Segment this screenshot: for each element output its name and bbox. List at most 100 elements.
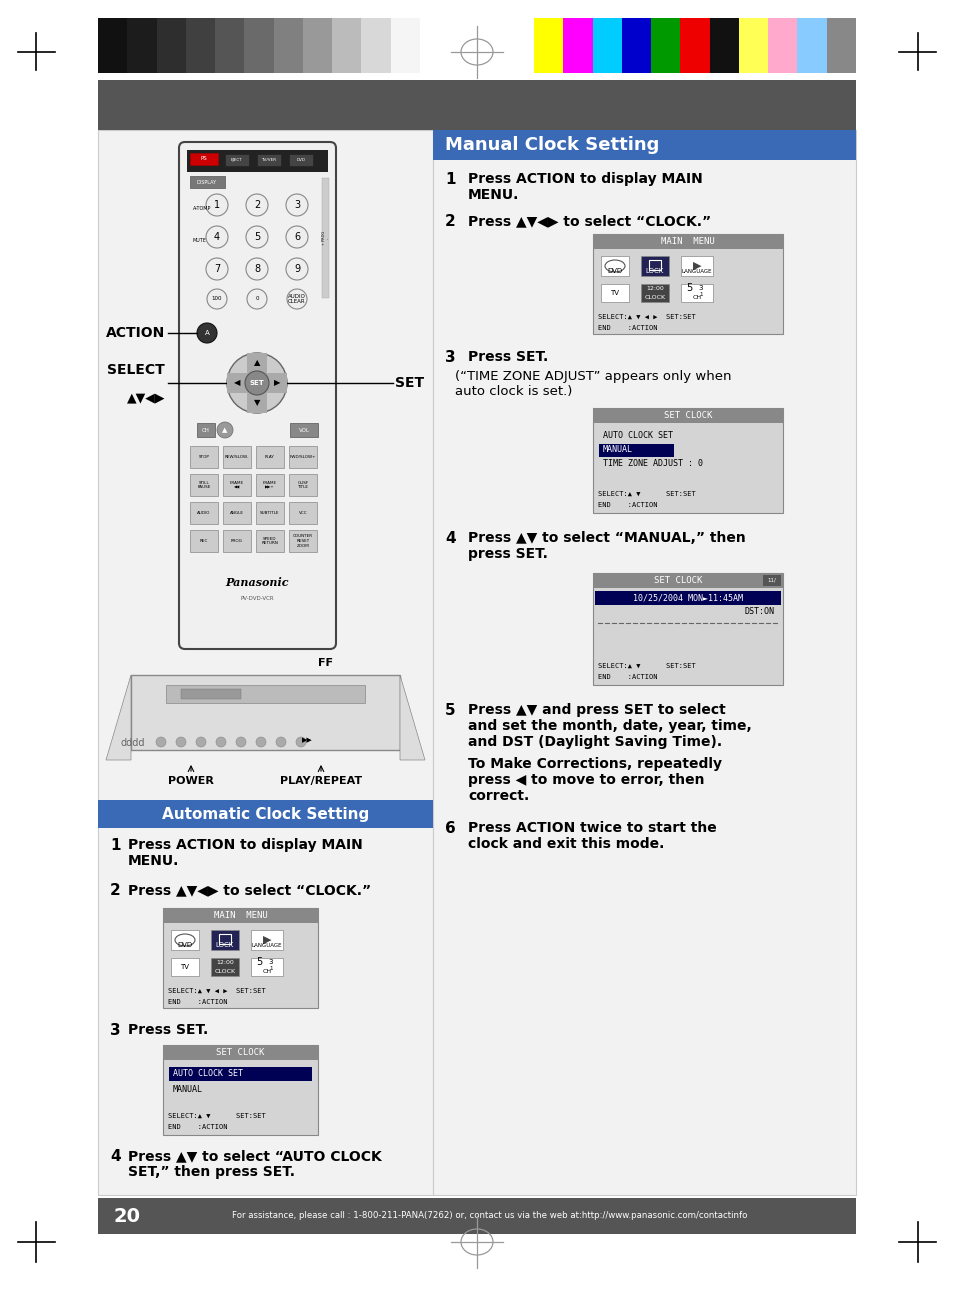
Bar	[593, 408, 782, 512]
Text: Press ▲▼◀▶ to select “CLOCK.”: Press ▲▼◀▶ to select “CLOCK.”	[468, 214, 710, 228]
Bar	[767, 18, 797, 72]
Text: END    :ACTION: END :ACTION	[598, 325, 657, 331]
Text: STOP: STOP	[198, 455, 210, 459]
Text: 7: 7	[213, 264, 220, 274]
Circle shape	[286, 258, 308, 280]
Text: TIME ZONE ADJUST : 0: TIME ZONE ADJUST : 0	[602, 459, 702, 468]
Text: ▶: ▶	[692, 261, 700, 270]
Text: auto clock is set.): auto clock is set.)	[455, 386, 572, 399]
Text: 5: 5	[255, 958, 262, 967]
Text: 3: 3	[444, 349, 456, 365]
Bar	[648, 260, 660, 270]
Bar	[640, 283, 668, 302]
Text: Manual Clock Setting: Manual Clock Setting	[444, 136, 659, 154]
Circle shape	[246, 194, 268, 216]
Text: REW/SLOW-: REW/SLOW-	[225, 455, 249, 459]
Text: and set the month, date, year, time,: and set the month, date, year, time,	[468, 719, 751, 732]
Text: and DST (Daylight Saving Time).: and DST (Daylight Saving Time).	[468, 735, 721, 749]
Circle shape	[255, 738, 266, 747]
Text: TV: TV	[180, 964, 190, 970]
Bar	[98, 800, 433, 828]
Text: 100: 100	[212, 296, 222, 302]
Text: SET,” then press SET.: SET,” then press SET.	[128, 1165, 294, 1179]
Bar	[289, 446, 316, 468]
Text: 1: 1	[699, 291, 702, 296]
Text: 1: 1	[444, 172, 455, 188]
Text: 5: 5	[444, 703, 456, 718]
Text: 12:00: 12:00	[645, 286, 663, 291]
Text: ▶: ▶	[274, 379, 280, 387]
Text: MUTE: MUTE	[193, 238, 207, 243]
Bar	[163, 1046, 317, 1060]
Bar	[171, 958, 199, 976]
Bar	[190, 176, 225, 188]
Text: 6: 6	[294, 232, 300, 242]
Text: PS: PS	[200, 157, 207, 162]
Text: EJECT: EJECT	[231, 158, 243, 162]
Text: SELECT:▲ ▼      SET:SET: SELECT:▲ ▼ SET:SET	[598, 490, 695, 497]
Text: SELECT:▲ ▼ ◀ ▶  SET:SET: SELECT:▲ ▼ ◀ ▶ SET:SET	[598, 314, 695, 320]
Text: FF: FF	[318, 659, 334, 668]
Text: LOCK: LOCK	[215, 942, 233, 949]
Text: Automatic Clock Setting: Automatic Clock Setting	[162, 806, 369, 822]
Circle shape	[215, 738, 226, 747]
Bar	[826, 18, 855, 72]
Text: Press ACTION twice to start the: Press ACTION twice to start the	[468, 820, 716, 835]
Bar	[562, 18, 592, 72]
Circle shape	[246, 258, 268, 280]
Bar	[391, 18, 419, 72]
Bar	[223, 502, 251, 524]
Bar	[593, 234, 782, 334]
Text: POWER: POWER	[168, 776, 213, 785]
Text: DVD: DVD	[607, 268, 622, 274]
Text: 4: 4	[213, 232, 220, 242]
Text: SELECT:▲ ▼      SET:SET: SELECT:▲ ▼ SET:SET	[598, 663, 695, 669]
Text: Panasonic: Panasonic	[226, 577, 289, 589]
Circle shape	[245, 371, 269, 395]
Bar	[289, 474, 316, 496]
Bar	[621, 18, 650, 72]
Bar	[190, 502, 218, 524]
Bar	[680, 256, 712, 276]
Bar	[219, 934, 231, 945]
Text: REC: REC	[199, 540, 208, 543]
Text: END    :ACTION: END :ACTION	[168, 1124, 227, 1130]
Text: DISPLAY: DISPLAY	[196, 180, 217, 185]
Text: Press ▲▼ and press SET to select: Press ▲▼ and press SET to select	[468, 703, 725, 717]
Text: Press ACTION to display MAIN: Press ACTION to display MAIN	[468, 172, 702, 186]
Text: 3: 3	[110, 1024, 120, 1038]
Text: 6: 6	[444, 820, 456, 836]
Text: MAIN  MENU: MAIN MENU	[660, 237, 714, 246]
Bar	[131, 675, 399, 751]
Text: SET CLOCK: SET CLOCK	[653, 576, 701, 585]
Circle shape	[206, 258, 228, 280]
Text: 9: 9	[294, 264, 300, 274]
Bar	[214, 18, 244, 72]
Text: CLOCK: CLOCK	[644, 295, 665, 300]
Text: A: A	[204, 330, 209, 336]
Text: ▼: ▼	[253, 399, 260, 408]
Bar	[169, 1068, 312, 1080]
Text: ▲: ▲	[253, 358, 260, 367]
Text: (“TIME ZONE ADJUST” appears only when: (“TIME ZONE ADJUST” appears only when	[455, 370, 731, 383]
Circle shape	[207, 289, 227, 309]
Text: Press SET.: Press SET.	[468, 349, 548, 364]
Text: Press ACTION to display MAIN: Press ACTION to display MAIN	[128, 839, 362, 851]
Text: Press ▲▼ to select “AUTO CLOCK: Press ▲▼ to select “AUTO CLOCK	[128, 1149, 381, 1163]
Text: SUBTITLE: SUBTITLE	[260, 511, 279, 515]
Circle shape	[246, 226, 268, 248]
Text: 1: 1	[269, 965, 273, 970]
Bar	[433, 129, 855, 160]
Bar	[595, 591, 781, 606]
Text: Press ▲▼ to select “MANUAL,” then: Press ▲▼ to select “MANUAL,” then	[468, 531, 745, 545]
Bar	[156, 18, 186, 72]
Bar	[196, 423, 214, 437]
Text: press SET.: press SET.	[468, 547, 547, 562]
Text: VCC: VCC	[298, 511, 307, 515]
Text: 4: 4	[110, 1149, 120, 1165]
Text: 12:00: 12:00	[216, 960, 233, 965]
Bar	[98, 1198, 855, 1234]
Text: CH: CH	[692, 295, 700, 300]
Text: MENU.: MENU.	[468, 188, 518, 202]
Text: TV: TV	[610, 290, 618, 296]
